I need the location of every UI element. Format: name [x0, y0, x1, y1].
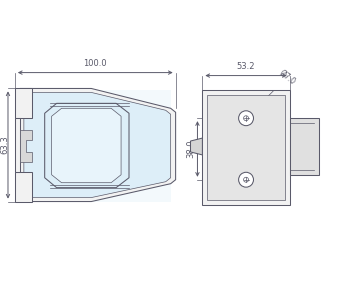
- Polygon shape: [24, 93, 171, 198]
- Circle shape: [239, 172, 254, 187]
- Text: Ø7.0: Ø7.0: [278, 68, 297, 86]
- Text: BOWERS: BOWERS: [30, 136, 152, 160]
- Polygon shape: [45, 103, 129, 188]
- Circle shape: [239, 111, 254, 126]
- Polygon shape: [15, 88, 32, 118]
- Polygon shape: [15, 172, 32, 202]
- Polygon shape: [52, 108, 121, 183]
- Polygon shape: [191, 138, 202, 155]
- Polygon shape: [290, 118, 319, 175]
- Polygon shape: [20, 91, 171, 202]
- Polygon shape: [15, 118, 20, 172]
- Polygon shape: [20, 88, 176, 202]
- Polygon shape: [208, 95, 285, 200]
- Polygon shape: [20, 130, 32, 162]
- Text: 53.2: 53.2: [237, 62, 255, 71]
- Text: 38.0: 38.0: [187, 140, 195, 158]
- Text: 63.3: 63.3: [1, 136, 9, 155]
- Polygon shape: [202, 91, 290, 205]
- Text: 100.0: 100.0: [83, 58, 107, 68]
- Polygon shape: [202, 91, 290, 205]
